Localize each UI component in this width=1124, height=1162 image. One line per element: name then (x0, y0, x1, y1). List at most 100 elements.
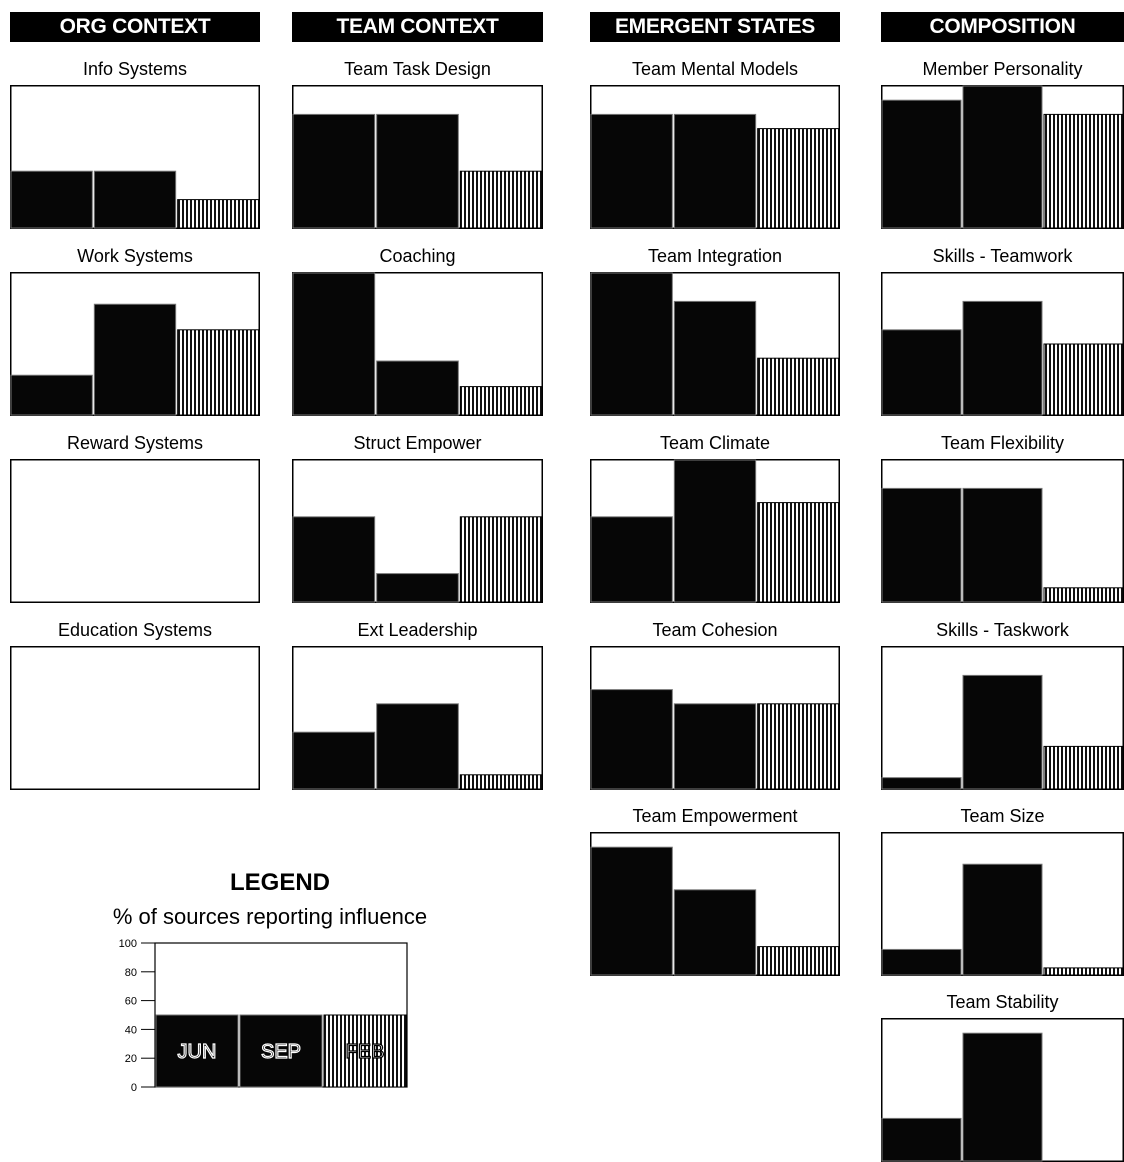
bar-sep (962, 1032, 1043, 1162)
bar-sep (962, 85, 1043, 229)
bar-jun (881, 99, 962, 229)
bar-sep (962, 674, 1043, 790)
bar-feb (1043, 113, 1124, 229)
bar-sep (673, 300, 757, 416)
bar-feb (1043, 967, 1124, 976)
panel-title: Member Personality (922, 59, 1083, 79)
mini-bar-chart (590, 272, 840, 416)
mini-bar-chart (590, 459, 840, 603)
panel-title: Team Task Design (344, 59, 491, 79)
mini-bar-chart (292, 272, 543, 416)
column-header: COMPOSITION (881, 12, 1124, 42)
mini-bar-chart (10, 85, 260, 229)
bar-sep (376, 360, 459, 416)
bar-feb (177, 329, 260, 416)
legend-chart: 100 80 60 40 20 0 JUN SEP FEB (119, 938, 408, 1094)
mini-bar-chart (590, 646, 840, 790)
mini-bar-chart (881, 832, 1124, 976)
bar-feb (1043, 343, 1124, 416)
column-header: EMERGENT STATES (590, 12, 840, 42)
bar-jun (10, 374, 93, 416)
bar-feb (757, 946, 840, 976)
y-tick-label: 0 (131, 1082, 137, 1094)
mini-bar-chart (590, 85, 840, 229)
panel-title: Team Climate (659, 433, 771, 453)
legend-bar-feb (323, 1014, 407, 1088)
legend-title: LEGEND (229, 869, 330, 896)
mini-bar-chart (881, 85, 1124, 229)
bar-feb (757, 128, 840, 229)
legend-subtitle: % of sources reporting influence (112, 904, 428, 929)
bar-sep (673, 889, 757, 976)
bar-feb (1043, 587, 1124, 603)
legend-bar-sep (239, 1014, 323, 1088)
panel-title: Team Integration (647, 246, 783, 266)
mini-bar-chart (292, 646, 543, 790)
bar-feb (177, 199, 260, 229)
bar-sep (376, 113, 459, 229)
bar-jun (590, 272, 673, 416)
mini-bar-chart (10, 459, 260, 603)
bar-jun (881, 1117, 962, 1162)
bar-jun (292, 113, 376, 229)
mini-bar-chart (10, 646, 260, 790)
y-tick-label: 20 (125, 1053, 137, 1065)
panel-title: Team Flexibility (940, 433, 1065, 453)
mini-bar-chart (881, 646, 1124, 790)
bar-sep (93, 303, 177, 416)
legend-bar-label: JUN (178, 1041, 217, 1063)
bar-sep (673, 703, 757, 790)
bar-sep (962, 487, 1043, 603)
panel-title: Skills - Teamwork (932, 246, 1073, 266)
bar-jun (590, 846, 673, 976)
bar-sep (93, 170, 177, 229)
bar-feb (757, 502, 840, 603)
bar-sep (376, 573, 459, 603)
panel-title: Ext Leadership (357, 620, 478, 640)
bar-jun (590, 689, 673, 790)
bar-jun (590, 516, 673, 603)
column-header: ORG CONTEXT (10, 12, 260, 42)
bar-jun (10, 170, 93, 229)
panel-title: Info Systems (82, 59, 188, 79)
mini-bar-chart (10, 272, 260, 416)
y-tick-label: 40 (125, 1024, 137, 1036)
legend-bar-label: SEP (261, 1041, 301, 1063)
y-tick-label: 60 (125, 996, 137, 1008)
bar-jun (881, 487, 962, 603)
y-tick-label: 80 (125, 967, 137, 979)
plot-frame (10, 459, 260, 603)
mini-bar-chart (590, 832, 840, 976)
plot-frame (10, 646, 260, 790)
panel-title: Work Systems (77, 246, 193, 266)
bar-feb (459, 516, 543, 603)
panel-title: Team Size (960, 806, 1045, 826)
bar-jun (881, 948, 962, 976)
legend-bar-label: FEB (346, 1041, 385, 1063)
bar-sep (962, 863, 1043, 976)
bar-feb (459, 774, 543, 790)
mini-bar-chart (292, 459, 543, 603)
y-tick-label: 100 (119, 938, 137, 950)
panel-title: Coaching (379, 246, 456, 266)
panel-title: Struct Empower (353, 433, 482, 453)
bar-sep (673, 459, 757, 603)
mini-bar-chart (881, 1018, 1124, 1162)
panel-title: Reward Systems (66, 433, 204, 453)
bar-feb (459, 170, 543, 229)
mini-bar-chart (881, 459, 1124, 603)
bar-feb (459, 386, 543, 416)
bar-feb (1043, 745, 1124, 790)
panel-title: Team Stability (946, 992, 1059, 1012)
bar-jun (292, 731, 376, 790)
bar-sep (962, 300, 1043, 416)
bar-feb (757, 357, 840, 416)
panel-title: Team Mental Models (631, 59, 799, 79)
bar-jun (292, 516, 376, 603)
bar-sep (376, 703, 459, 790)
column-header: TEAM CONTEXT (292, 12, 543, 42)
bar-jun (881, 777, 962, 790)
mini-bar-chart (881, 272, 1124, 416)
mini-bar-chart (292, 85, 543, 229)
panel-title: Education Systems (57, 620, 213, 640)
